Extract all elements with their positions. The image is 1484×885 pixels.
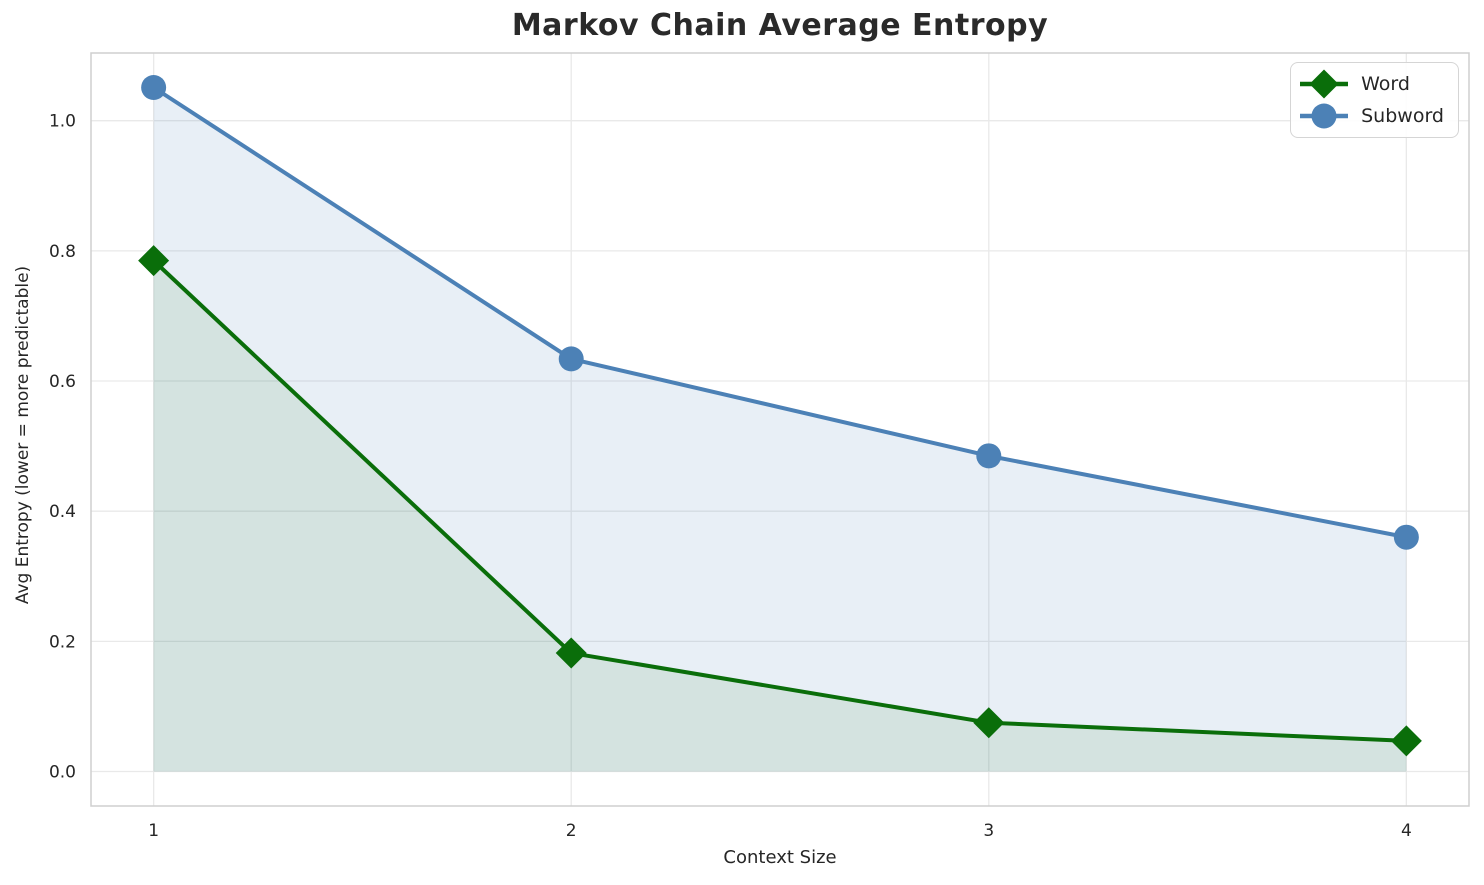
marker-diamond-word: [555, 637, 587, 669]
marker-diamond-word: [138, 245, 170, 277]
series-line-word: [152, 259, 1407, 743]
x-tick-label: 2: [566, 821, 577, 841]
legend-label: Subword: [1361, 105, 1444, 127]
y-tick-label: 0.6: [49, 372, 76, 392]
area-fill-subword: [153, 87, 1407, 772]
x-axis-label: Context Size: [723, 847, 837, 868]
grid-lines: [91, 53, 1469, 806]
y-tick-label: 0.4: [49, 502, 76, 522]
marker-circle-subword: [141, 74, 167, 100]
y-tick-label: 0.8: [49, 242, 76, 262]
legend-entry-word: Word: [1299, 69, 1444, 99]
marker-circle-subword: [976, 443, 1002, 469]
data-point-markers: [138, 74, 1422, 757]
axis-tick-labels: 0.0 0.2 0.4 0.6 0.8 1.0 1 2 3 4: [49, 112, 1412, 841]
series-line-subword: [152, 85, 1407, 540]
marker-circle-subword: [558, 346, 584, 372]
marker-diamond-word: [973, 707, 1005, 739]
legend-box: Word Subword: [1290, 62, 1459, 138]
chart-title: Markov Chain Average Entropy: [511, 8, 1049, 43]
area-fills: [153, 87, 1407, 772]
y-axis-label: Avg Entropy (lower = more predictable): [13, 265, 33, 605]
x-tick-label: 3: [983, 821, 994, 841]
x-tick-label: 4: [1401, 821, 1412, 841]
plot-border: [90, 52, 1470, 807]
y-tick-label: 0.2: [49, 632, 76, 652]
area-fill-word: [153, 260, 1407, 772]
data-series-lines: [152, 85, 1407, 743]
marker-circle-subword: [1393, 524, 1419, 550]
legend-circle-icon: [1300, 103, 1349, 129]
legend-label: Word: [1361, 73, 1410, 95]
y-tick-label: 0.0: [49, 763, 76, 783]
plot-frame: [90, 52, 1470, 807]
legend-diamond-icon: [1300, 69, 1349, 99]
legend-entry-subword: Subword: [1299, 101, 1444, 131]
x-tick-label: 1: [148, 821, 159, 841]
y-tick-label: 1.0: [49, 112, 76, 132]
marker-diamond-word: [1390, 725, 1422, 757]
